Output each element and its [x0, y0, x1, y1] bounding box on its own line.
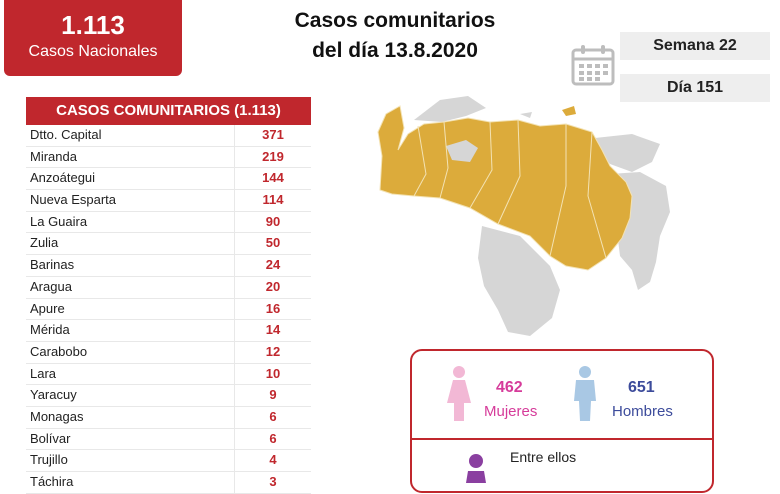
table-rows: Dtto. Capital 371 Miranda 219 Anzoátegui 144 N… [26, 125, 311, 494]
state-count: 16 [234, 298, 311, 320]
state-count: 14 [234, 320, 311, 341]
map-region-gray-amazonas [478, 226, 560, 336]
calendar-icon [571, 45, 615, 86]
table-row: Yaracuy 9 [26, 385, 311, 407]
state-count: 12 [234, 341, 311, 363]
male-icon [574, 366, 596, 421]
table-row: Bolívar 6 [26, 428, 311, 451]
national-cases-box: 1.113 Casos Nacionales [4, 0, 182, 76]
state-count: 10 [234, 363, 311, 385]
community-cases-table: CASOS COMUNITARIOS (1.113) Dtto. Capital… [26, 97, 311, 494]
day-badge: Día 151 [620, 74, 770, 102]
state-count: 114 [234, 190, 311, 211]
state-name: Anzoátegui [30, 170, 96, 186]
state-name: Mérida [30, 322, 70, 338]
map-island-small [520, 112, 532, 118]
state-count: 371 [234, 125, 311, 146]
state-name: Yaracuy [30, 387, 77, 403]
female-count: 462 [496, 379, 523, 396]
map-region-gray-northeast [595, 134, 660, 172]
state-count: 24 [234, 255, 311, 276]
title-line-2: del día 13.8.2020 [312, 39, 478, 62]
state-name: Barinas [30, 257, 75, 273]
table-row: Apure 16 [26, 298, 311, 321]
state-count: 6 [234, 428, 311, 450]
national-cases-label: Casos Nacionales [28, 43, 158, 60]
state-name: Monagas [30, 408, 84, 424]
table-row: Miranda 219 [26, 146, 311, 169]
table-row: Anzoátegui 144 [26, 168, 311, 191]
table-row: Trujillo 4 [26, 450, 311, 472]
table-row: Barinas 24 [26, 255, 311, 277]
week-badge: Semana 22 [620, 32, 770, 60]
table-row: La Guaira 90 [26, 211, 311, 234]
among-label: Entre ellos [510, 449, 577, 465]
state-count: 50 [234, 233, 311, 255]
map-region-gray-inner [446, 140, 478, 162]
state-name: Nueva Esparta [30, 192, 116, 208]
table-row: Aragua 20 [26, 276, 311, 299]
table-header: CASOS COMUNITARIOS (1.113) [26, 97, 311, 125]
state-name: Miranda [30, 148, 77, 164]
table-row: Monagas 6 [26, 406, 311, 429]
state-count: 3 [234, 472, 311, 493]
table-row: Táchira 3 [26, 472, 311, 494]
state-count: 9 [234, 385, 311, 406]
female-icon [447, 366, 471, 421]
state-count: 4 [234, 450, 311, 471]
male-label: Hombres [612, 403, 673, 420]
state-name: Apure [30, 300, 65, 316]
state-name: Lara [30, 365, 57, 381]
map-region-gray-north [414, 96, 486, 122]
state-name: Dtto. Capital [30, 127, 102, 142]
table-row: Zulia 50 [26, 233, 311, 256]
table-row: Carabobo 12 [26, 341, 311, 364]
map-island [562, 106, 576, 116]
state-count: 90 [234, 211, 311, 233]
state-count: 219 [234, 146, 311, 168]
page-title: Casos comunitarios del día 13.8.2020 [250, 6, 540, 66]
state-name: Bolívar [30, 430, 71, 446]
gender-divider [412, 438, 712, 440]
state-name: Trujillo [30, 452, 68, 468]
state-count: 20 [234, 276, 311, 298]
table-row: Lara 10 [26, 363, 311, 386]
gender-panel: 462 Mujeres 651 Hombres Entre ellos [410, 349, 714, 493]
title-line-1: Casos comunitarios [294, 9, 496, 32]
male-count: 651 [628, 379, 655, 396]
state-name: Aragua [30, 278, 72, 294]
state-count: 144 [234, 168, 311, 190]
state-name: Zulia [30, 235, 59, 251]
table-row: Mérida 14 [26, 320, 311, 342]
table-row: Nueva Esparta 114 [26, 190, 311, 212]
female-label: Mujeres [484, 403, 538, 420]
state-name: Carabobo [30, 343, 88, 359]
state-name: Táchira [30, 474, 74, 489]
person-icon [466, 454, 486, 483]
table-row: Dtto. Capital 371 [26, 125, 311, 147]
state-name: La Guaira [30, 213, 88, 229]
state-count: 6 [234, 406, 311, 428]
venezuela-map [377, 96, 670, 336]
map-region-affected [377, 105, 633, 271]
national-cases-count: 1.113 [61, 10, 125, 40]
